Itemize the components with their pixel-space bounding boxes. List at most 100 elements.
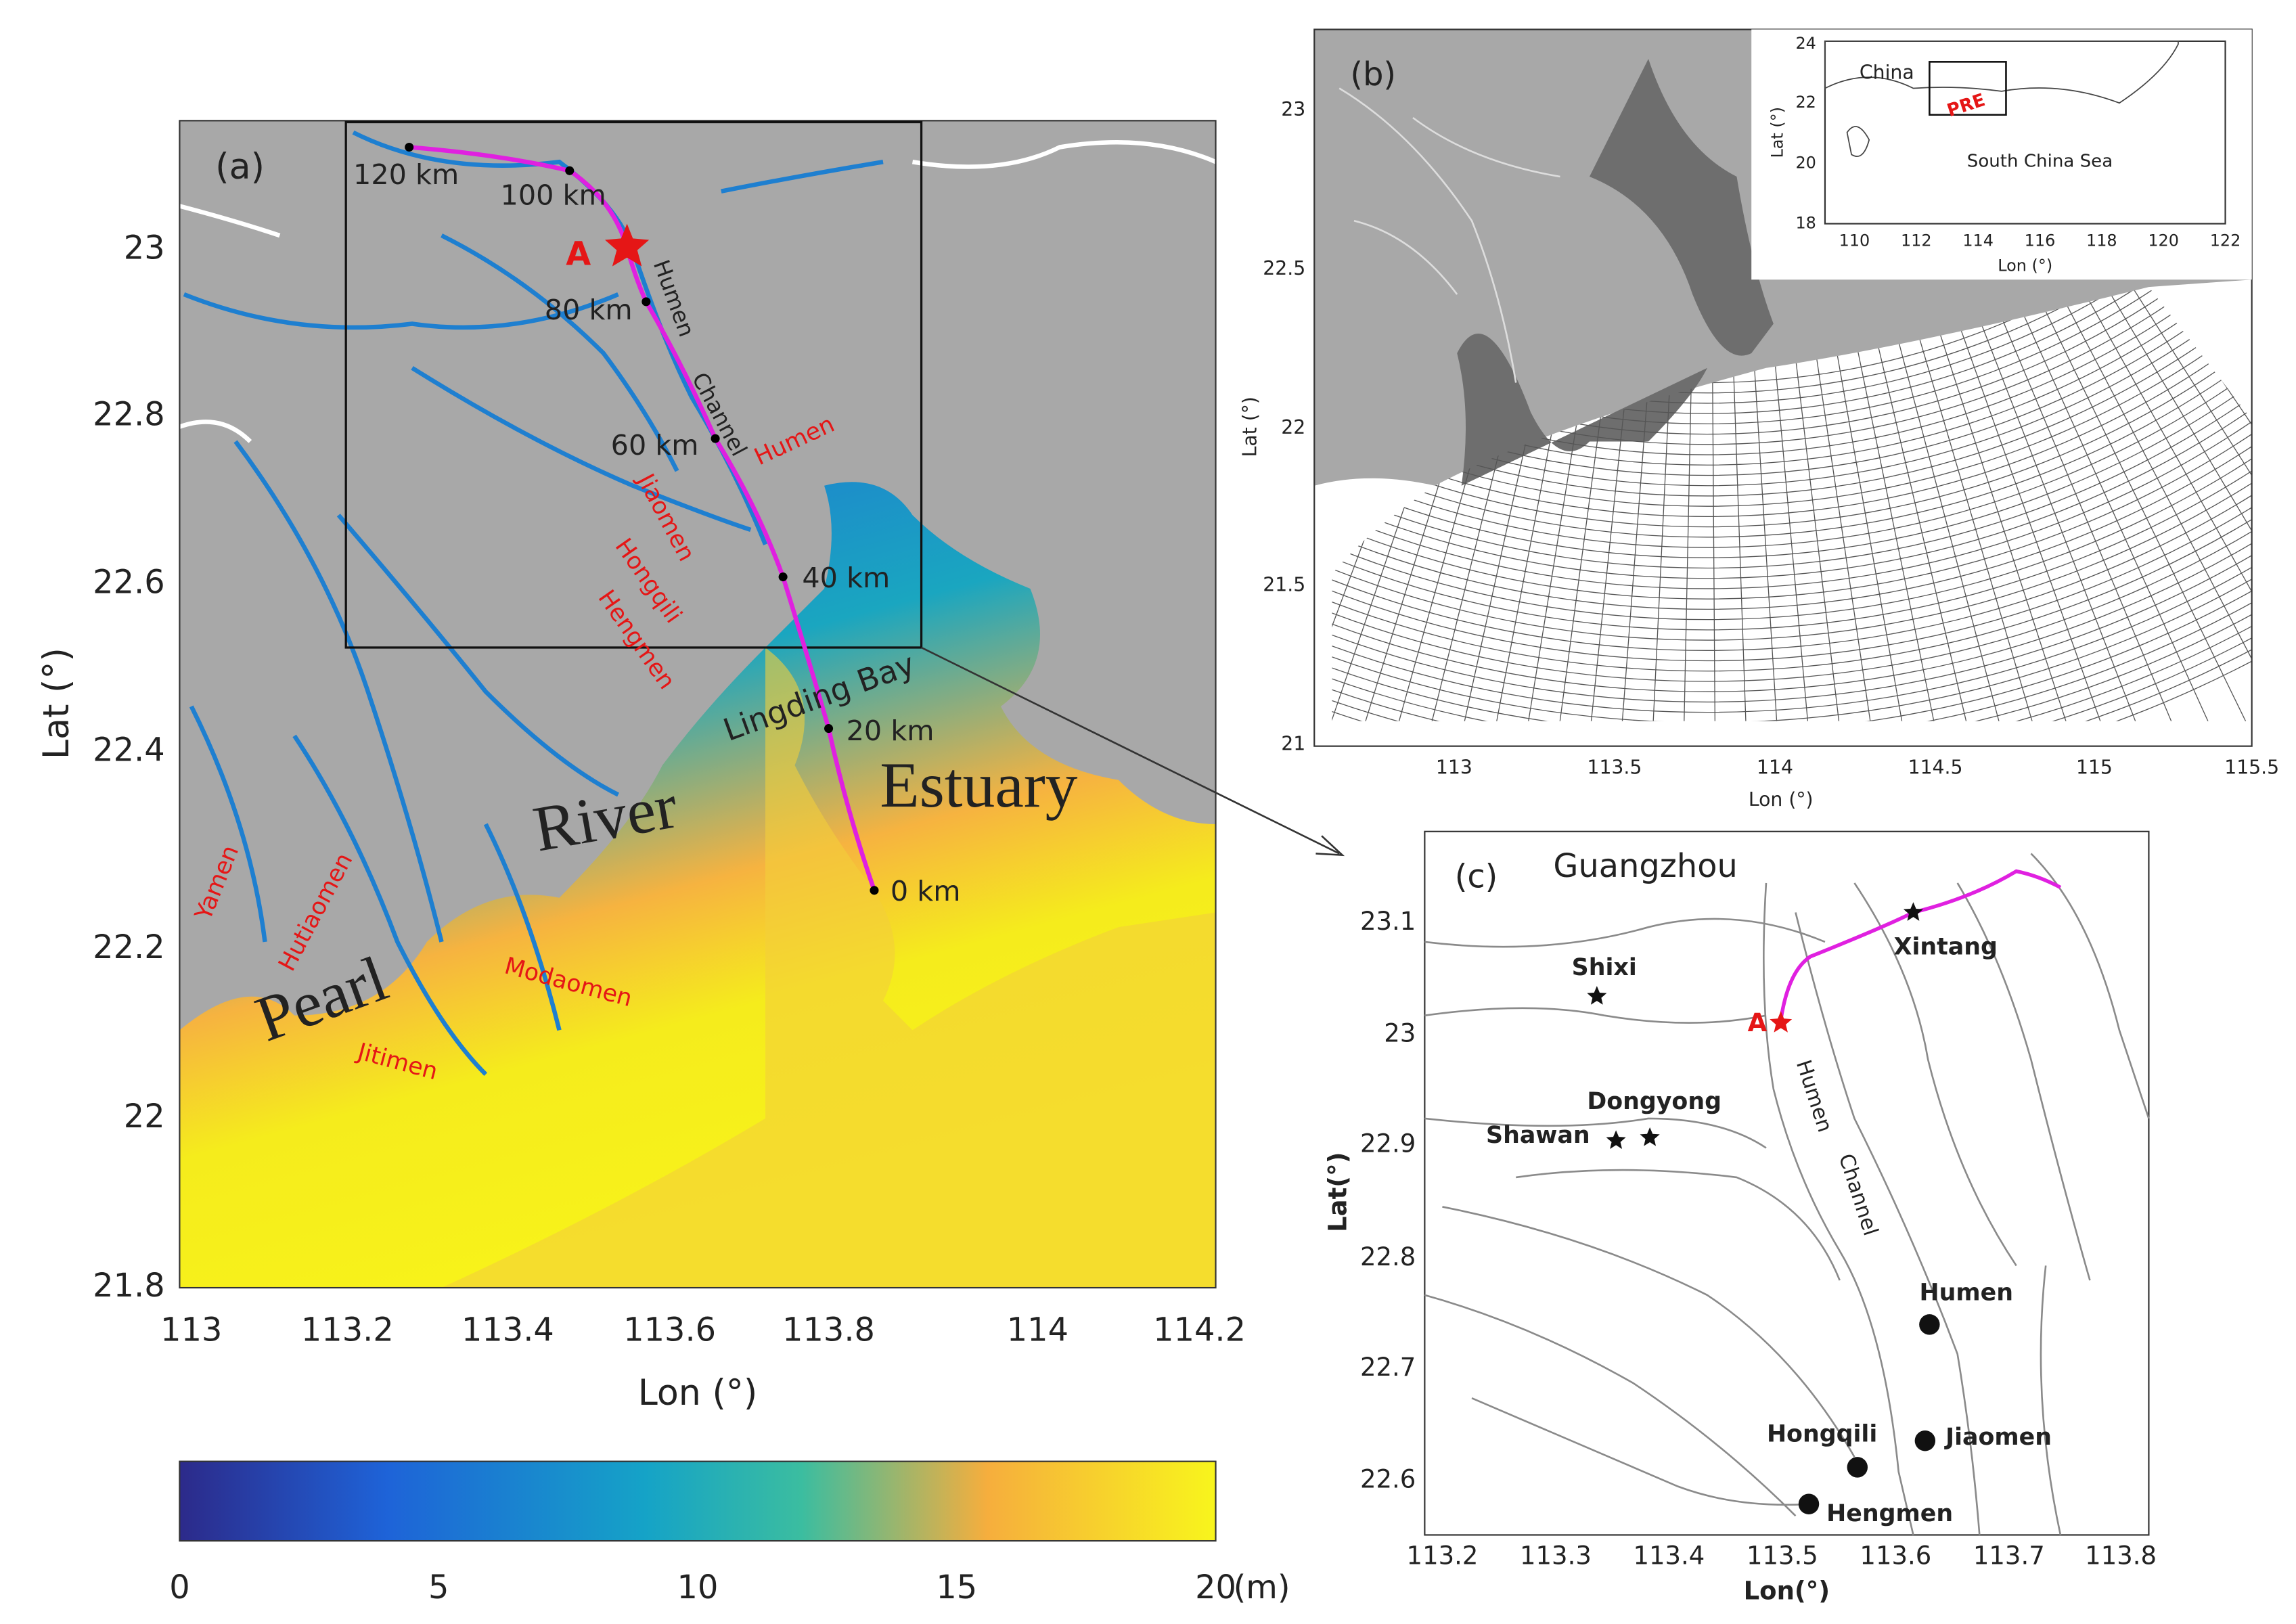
grid-arc [1332,287,2252,487]
grid-arc [1332,287,2252,435]
grid-radial [1707,287,1975,721]
distance-label: 0 km [891,875,961,907]
grid-arc [1332,287,2252,713]
grid-radial [1350,287,1708,721]
inset-y-tick: 20 [1795,153,1816,172]
inset-pre-box [1929,61,2007,116]
y-tick-label: 23 [124,230,165,267]
y-axis-label: Lat(°) [1324,1152,1353,1232]
grid-radial [1707,287,2082,721]
distance-dot [870,886,879,895]
grid-arc [1332,287,2252,548]
y-tick-label: 22.8 [93,396,165,433]
distance-dot [778,572,788,582]
outlet-dot [1847,1457,1868,1478]
x-tick-label: 113 [1436,756,1472,778]
inset-y-tick: 22 [1795,93,1816,112]
grid-arc [1332,287,2252,641]
zoom-box [344,120,923,649]
x-tick-label: 113.2 [1407,1541,1479,1571]
region-word: Estuary [880,749,1077,821]
grid-arc [1332,287,2252,394]
grid-arc [1332,287,2252,507]
y-tick-label: 23 [1384,1018,1416,1047]
inset-x-tick: 114 [1962,231,1994,250]
grid-arc [1332,287,2252,579]
grid-arc [1332,287,2252,466]
y-axis-label: Lat (°) [1239,397,1261,457]
x-tick-label: 113.3 [1520,1541,1592,1571]
colorbar-tick-label: 20 [1195,1569,1236,1606]
station-star [1606,1130,1626,1149]
y-tick-label: 22.8 [1360,1242,1416,1271]
y-tick-label: 22.6 [1360,1464,1416,1493]
grid-radial [1707,287,2046,721]
colorbar [179,1460,1217,1542]
y-axis-label: Lat (°) [37,648,77,759]
grid-arc [1332,287,2252,518]
x-tick-label: 115.5 [2224,756,2279,778]
colorbar-tick-label: 0 [169,1569,189,1606]
x-tick-label: 114 [1757,756,1793,778]
grid-radial [1422,287,1708,721]
station-star [1587,986,1607,1005]
inset-x-axis: Lon (°) [1998,256,2052,275]
grid-arc [1332,287,2252,672]
inset-label: China [1860,62,1914,84]
grid-arc [1332,287,2252,621]
x-tick-label: 113.4 [462,1311,554,1349]
x-tick-label: 113.7 [1973,1541,2045,1571]
grid-arc [1332,287,2252,589]
grid-radial [1531,287,1708,721]
outlet-dot [1798,1493,1820,1514]
inset-x-tick: 120 [2148,231,2179,250]
station-label: Shixi [1572,954,1637,981]
outlet-label: Humen [1920,1280,2013,1307]
colorbar-tick-label: 5 [428,1569,449,1606]
grid-radial [1707,287,1754,721]
y-tick-label: 22.6 [93,564,165,601]
distance-label: 40 km [802,562,890,594]
zoom-arrow [920,646,1340,855]
y-tick-label: 22.2 [93,929,165,966]
zoom-arrowhead [1315,835,1345,857]
grid-radial [1707,287,1791,721]
grid-radial [1707,287,2252,721]
grid-radial [1679,287,1708,721]
panel-label: (a) [215,147,265,187]
grid-arc [1332,287,2252,662]
station-label: Shawan [1486,1122,1590,1149]
grid-arc [1332,287,2252,455]
distance-dot [565,166,575,175]
y-tick-label: 22 [124,1098,165,1135]
distance-label: 100 km [501,179,606,211]
grid-radial [1707,287,2252,721]
grid-radial [1458,287,1708,721]
y-tick-label: 22 [1281,416,1305,438]
x-tick-label: 113.4 [1633,1541,1705,1571]
inset-x-tick: 118 [2086,231,2117,250]
x-tick-label: 113.6 [1860,1541,1931,1571]
y-tick-label: 22.5 [1263,257,1305,279]
x-tick-label: 113.5 [1747,1541,1818,1571]
x-tick-label: 113.8 [2085,1541,2157,1571]
y-tick-label: 22.9 [1360,1129,1416,1158]
y-tick-label: 23 [1281,98,1305,120]
x-tick-label: 113.5 [1587,756,1642,778]
colorbar-unit: (m) [1234,1569,1290,1606]
outlet-dot [1914,1430,1936,1451]
outlet-dot [1919,1314,1940,1335]
grid-radial [1495,287,1708,721]
grid-radial [1707,287,1717,721]
grid-radial [1707,287,2010,721]
grid-radial [1386,287,1708,721]
grid-arc [1332,287,2252,610]
grid-arc [1332,287,2252,497]
grid-arc [1332,287,2252,414]
station-star [1770,1011,1793,1033]
grid-radial [1707,287,2117,721]
city-label: Guangzhou [1553,848,1737,885]
grid-arc [1332,287,2252,600]
grid-radial [1707,287,2222,721]
inset-x-tick: 122 [2210,231,2241,250]
